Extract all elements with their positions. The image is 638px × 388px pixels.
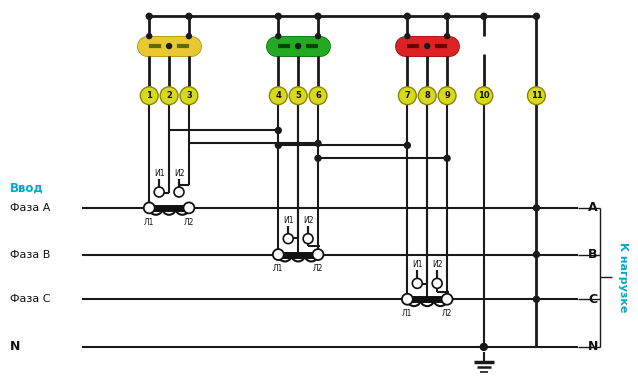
- Circle shape: [313, 249, 323, 260]
- Circle shape: [276, 142, 281, 148]
- Text: 5: 5: [295, 91, 301, 100]
- Circle shape: [269, 87, 287, 105]
- Circle shape: [184, 203, 195, 213]
- Circle shape: [186, 13, 192, 19]
- Text: Л2: Л2: [313, 265, 323, 274]
- Text: N: N: [10, 340, 20, 353]
- Text: И2: И2: [303, 216, 313, 225]
- Circle shape: [315, 140, 321, 146]
- Circle shape: [315, 155, 321, 161]
- Text: Фаза A: Фаза A: [10, 203, 50, 213]
- Text: 11: 11: [531, 91, 542, 100]
- Circle shape: [481, 13, 487, 19]
- Circle shape: [533, 13, 539, 19]
- Circle shape: [402, 294, 413, 305]
- Text: Л2: Л2: [184, 218, 194, 227]
- Text: A: A: [588, 201, 598, 215]
- Text: И1: И1: [283, 216, 293, 225]
- Circle shape: [444, 155, 450, 161]
- Circle shape: [180, 87, 198, 105]
- Circle shape: [533, 251, 539, 258]
- Circle shape: [533, 205, 539, 211]
- Circle shape: [167, 43, 172, 48]
- Text: Фаза C: Фаза C: [10, 294, 51, 304]
- Circle shape: [174, 187, 184, 197]
- Circle shape: [432, 279, 442, 288]
- Text: B: B: [588, 248, 598, 261]
- Circle shape: [438, 87, 456, 105]
- Text: 3: 3: [186, 91, 192, 100]
- Circle shape: [303, 234, 313, 244]
- Circle shape: [445, 34, 450, 39]
- Text: Л1: Л1: [402, 309, 413, 318]
- Circle shape: [144, 203, 154, 213]
- Text: И1: И1: [154, 169, 165, 178]
- Text: 8: 8: [424, 91, 430, 100]
- Circle shape: [425, 43, 430, 48]
- Text: 10: 10: [478, 91, 489, 100]
- Circle shape: [404, 13, 410, 19]
- Circle shape: [475, 87, 493, 105]
- Text: N: N: [588, 340, 598, 353]
- Circle shape: [528, 87, 545, 105]
- Circle shape: [186, 34, 191, 39]
- Circle shape: [405, 34, 410, 39]
- Text: 2: 2: [166, 91, 172, 100]
- Circle shape: [140, 87, 158, 105]
- Circle shape: [276, 128, 281, 133]
- Circle shape: [404, 142, 410, 148]
- Text: 4: 4: [276, 91, 281, 100]
- Circle shape: [146, 13, 152, 19]
- Circle shape: [398, 87, 417, 105]
- Circle shape: [276, 34, 281, 39]
- Circle shape: [276, 13, 281, 19]
- Text: Л2: Л2: [442, 309, 452, 318]
- Text: Л1: Л1: [144, 218, 154, 227]
- Text: И2: И2: [174, 169, 184, 178]
- Text: И1: И1: [412, 260, 422, 269]
- Text: 1: 1: [146, 91, 152, 100]
- Circle shape: [283, 234, 293, 244]
- Circle shape: [316, 34, 320, 39]
- Circle shape: [419, 87, 436, 105]
- Circle shape: [480, 343, 487, 350]
- Circle shape: [289, 87, 307, 105]
- Circle shape: [441, 294, 452, 305]
- Circle shape: [309, 87, 327, 105]
- Circle shape: [160, 87, 178, 105]
- Circle shape: [147, 34, 152, 39]
- Text: Ввод: Ввод: [10, 182, 44, 194]
- Circle shape: [273, 249, 284, 260]
- Text: 9: 9: [444, 91, 450, 100]
- Circle shape: [444, 13, 450, 19]
- Circle shape: [533, 296, 539, 302]
- Text: C: C: [588, 293, 597, 306]
- Text: И2: И2: [432, 260, 442, 269]
- Circle shape: [295, 43, 300, 48]
- Circle shape: [315, 13, 321, 19]
- Text: К нагрузке: К нагрузке: [618, 242, 628, 313]
- Text: 6: 6: [315, 91, 321, 100]
- Circle shape: [412, 279, 422, 288]
- Text: Л1: Л1: [273, 265, 283, 274]
- Circle shape: [154, 187, 164, 197]
- Text: 7: 7: [404, 91, 410, 100]
- Text: Фаза B: Фаза B: [10, 249, 50, 260]
